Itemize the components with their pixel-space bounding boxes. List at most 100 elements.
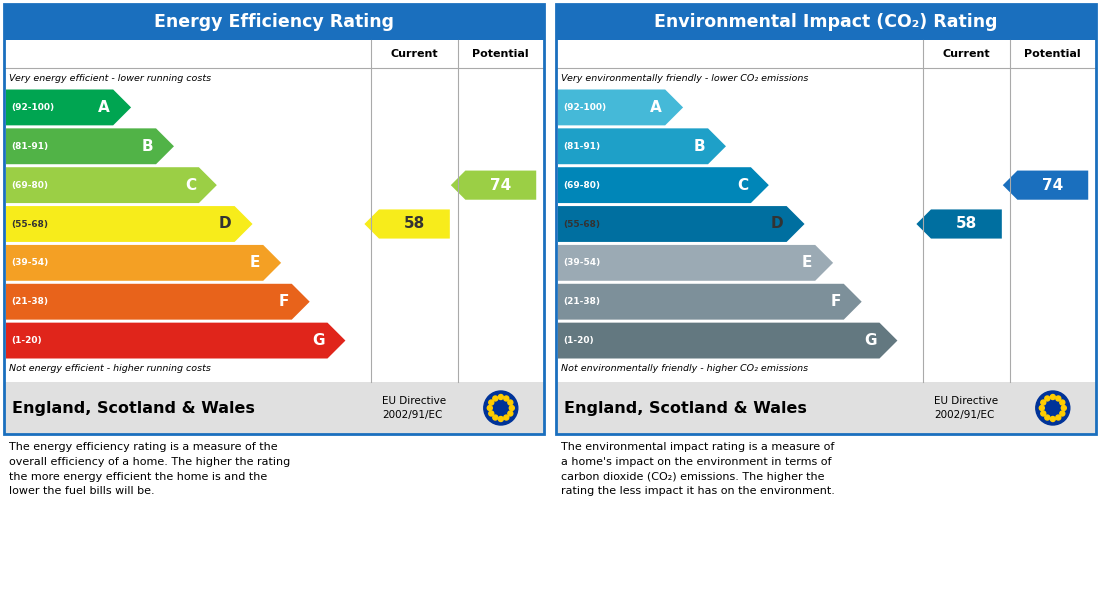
Bar (556, 4, 1096, 434)
Text: The environmental impact rating is a measure of
a home's impact on the environme: The environmental impact rating is a mea… (561, 442, 835, 496)
Text: Potential: Potential (1024, 49, 1081, 59)
Polygon shape (6, 128, 174, 164)
Text: (92-100): (92-100) (563, 103, 606, 112)
Text: Environmental Impact (CO₂) Rating: Environmental Impact (CO₂) Rating (654, 13, 998, 31)
Circle shape (498, 416, 504, 421)
Polygon shape (916, 209, 1002, 238)
Text: (21-38): (21-38) (11, 297, 48, 306)
Polygon shape (558, 167, 769, 203)
Circle shape (1062, 405, 1066, 410)
Text: 58: 58 (956, 216, 977, 232)
Polygon shape (558, 284, 861, 320)
Text: (69-80): (69-80) (11, 180, 48, 190)
Polygon shape (6, 323, 345, 359)
Text: F: F (830, 294, 840, 309)
Text: 74: 74 (491, 177, 512, 193)
Bar (556, 40, 1096, 382)
Polygon shape (558, 128, 726, 164)
Text: E: E (802, 256, 812, 270)
Text: EU Directive
2002/91/EC: EU Directive 2002/91/EC (382, 397, 447, 419)
Polygon shape (1003, 171, 1088, 200)
Text: 58: 58 (404, 216, 425, 232)
Circle shape (1056, 396, 1060, 401)
Text: B: B (693, 139, 705, 154)
Bar (4, 4, 544, 40)
Circle shape (1050, 394, 1055, 400)
Text: C: C (185, 177, 196, 193)
Text: Not energy efficient - higher running costs: Not energy efficient - higher running co… (9, 364, 211, 373)
Text: (21-38): (21-38) (563, 297, 600, 306)
Circle shape (1040, 405, 1044, 410)
Circle shape (1041, 400, 1046, 405)
Text: A: A (650, 100, 662, 115)
Text: (69-80): (69-80) (563, 180, 600, 190)
Text: Not environmentally friendly - higher CO₂ emissions: Not environmentally friendly - higher CO… (561, 364, 808, 373)
Bar (4, 382, 544, 434)
Text: (81-91): (81-91) (563, 142, 601, 151)
Text: Current: Current (390, 49, 438, 59)
Polygon shape (558, 323, 898, 359)
Circle shape (484, 391, 518, 425)
Circle shape (1059, 400, 1065, 405)
Bar (4, 40, 544, 382)
Polygon shape (6, 167, 217, 203)
Circle shape (1045, 396, 1049, 401)
Text: C: C (737, 177, 748, 193)
Text: England, Scotland & Wales: England, Scotland & Wales (12, 400, 255, 416)
Polygon shape (558, 89, 683, 126)
Text: (1-20): (1-20) (11, 336, 42, 345)
Text: Energy Efficiency Rating: Energy Efficiency Rating (154, 13, 394, 31)
Text: B: B (142, 139, 153, 154)
Circle shape (1059, 411, 1065, 416)
Bar (556, 382, 1096, 434)
Text: (39-54): (39-54) (11, 258, 48, 267)
Polygon shape (558, 245, 833, 281)
Circle shape (493, 396, 498, 401)
Text: Very environmentally friendly - lower CO₂ emissions: Very environmentally friendly - lower CO… (561, 74, 808, 83)
Polygon shape (451, 171, 536, 200)
Text: 74: 74 (1042, 177, 1064, 193)
Circle shape (1045, 415, 1049, 420)
Circle shape (1041, 411, 1046, 416)
Circle shape (1050, 416, 1055, 421)
Text: F: F (278, 294, 289, 309)
Text: D: D (771, 216, 783, 232)
Polygon shape (364, 209, 450, 238)
Text: Current: Current (943, 49, 990, 59)
Text: G: G (864, 333, 877, 348)
Bar (4, 4, 544, 434)
Polygon shape (6, 206, 253, 242)
Circle shape (504, 396, 509, 401)
Text: (1-20): (1-20) (563, 336, 594, 345)
Circle shape (504, 415, 509, 420)
Bar (556, 4, 1096, 40)
Text: EU Directive
2002/91/EC: EU Directive 2002/91/EC (934, 397, 998, 419)
Circle shape (498, 394, 504, 400)
Polygon shape (558, 206, 804, 242)
Text: (55-68): (55-68) (563, 219, 600, 229)
Circle shape (488, 400, 494, 405)
Text: Potential: Potential (473, 49, 529, 59)
Text: D: D (219, 216, 232, 232)
Text: The energy efficiency rating is a measure of the
overall efficiency of a home. T: The energy efficiency rating is a measur… (9, 442, 290, 496)
Text: (81-91): (81-91) (11, 142, 48, 151)
Text: G: G (312, 333, 324, 348)
Text: E: E (250, 256, 261, 270)
Text: Very energy efficient - lower running costs: Very energy efficient - lower running co… (9, 74, 211, 83)
Circle shape (487, 405, 493, 410)
Polygon shape (6, 89, 131, 126)
Circle shape (508, 411, 513, 416)
Text: England, Scotland & Wales: England, Scotland & Wales (564, 400, 807, 416)
Polygon shape (6, 245, 282, 281)
Text: A: A (98, 100, 110, 115)
Circle shape (493, 415, 498, 420)
Text: (39-54): (39-54) (563, 258, 601, 267)
Text: (55-68): (55-68) (11, 219, 48, 229)
Polygon shape (6, 284, 310, 320)
Text: (92-100): (92-100) (11, 103, 54, 112)
Circle shape (488, 411, 494, 416)
Circle shape (1036, 391, 1070, 425)
Circle shape (1056, 415, 1060, 420)
Circle shape (508, 400, 513, 405)
Circle shape (509, 405, 515, 410)
